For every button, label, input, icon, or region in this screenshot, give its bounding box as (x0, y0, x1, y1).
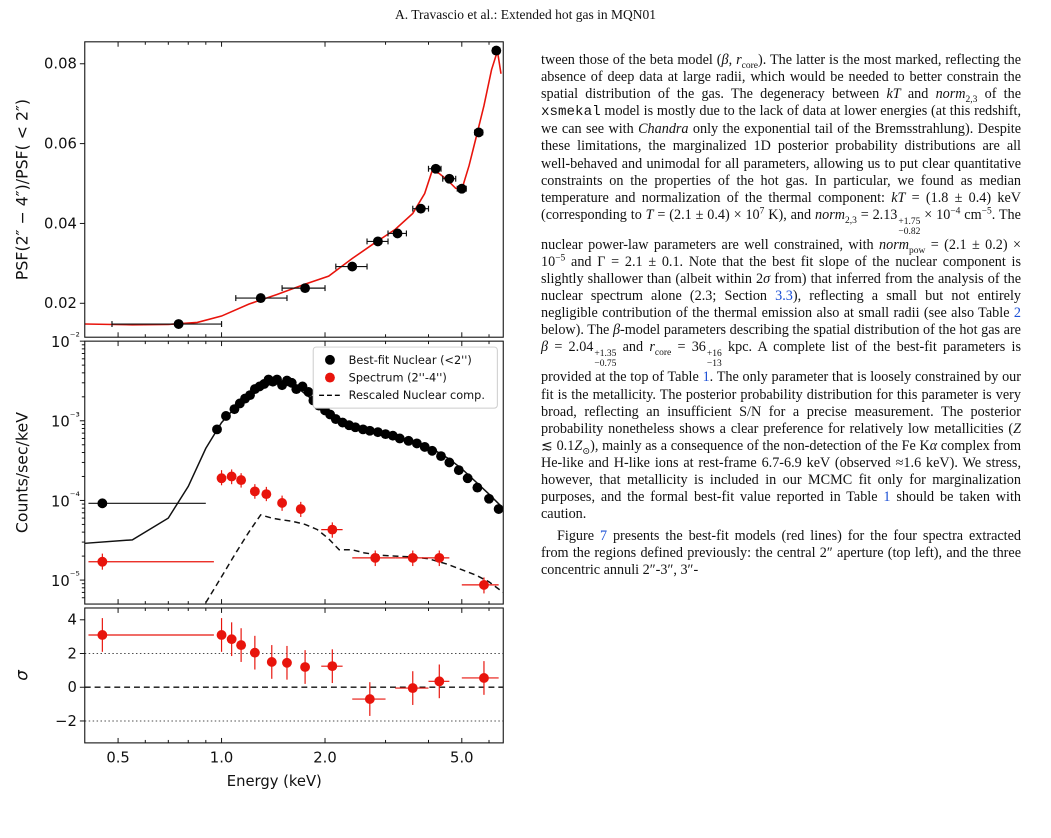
nuclear-data-point (419, 441, 430, 452)
nuclear-data-point (403, 435, 414, 446)
y-tick-label: 0 (68, 679, 77, 696)
y-axis-label-top: PSF(2″ − 4″)/PSF( < 2″) (13, 99, 32, 280)
top-panel-frame (84, 41, 504, 338)
running-header: A. Travascio et al.: Extended hot gas in… (395, 7, 656, 22)
residual-point (216, 630, 227, 640)
nuclear-data-point (493, 504, 504, 514)
spectrum-data-point (407, 552, 418, 563)
y-tick-label: 0.02 (44, 295, 77, 312)
legend-marker (325, 372, 335, 383)
nuclear-data-point (411, 438, 422, 449)
y-tick-label: 0.08 (44, 56, 77, 73)
spectrum-data-point (226, 471, 237, 482)
model-curve-top (84, 50, 502, 326)
nuclear-data-point (453, 465, 464, 476)
y-tick-label: 2 (68, 645, 77, 662)
residual-point (226, 634, 237, 645)
x-tick-label: 1.0 (210, 750, 233, 767)
spectrum-data-point (370, 552, 381, 563)
nuclear-data-point (444, 457, 455, 468)
nuclear-data-point (372, 427, 383, 438)
data-point (491, 45, 502, 56)
residual-point (300, 662, 311, 672)
y-tick-label: 10⁻² (51, 330, 80, 351)
residual-point (266, 657, 277, 667)
y-tick-label: 10⁻⁴ (51, 489, 80, 510)
data-point (300, 283, 311, 294)
y-axis-label-middle: Counts/sec/keV (13, 412, 32, 533)
spectrum-data-point (236, 475, 247, 486)
spectrum-data-point (327, 524, 338, 535)
nuclear-data-point (462, 473, 473, 484)
spectrum-data-point (479, 579, 489, 590)
spectrum-data-point (277, 498, 288, 508)
data-point (173, 319, 184, 329)
legend-marker (325, 354, 335, 365)
section-ref-link[interactable]: 3.3 (775, 288, 793, 305)
nuclear-data-point (221, 411, 231, 421)
y-tick-label: 0.06 (44, 136, 77, 153)
residual-point (364, 694, 375, 704)
spectrum-data-point (97, 556, 108, 567)
x-axis-label: Energy (keV) (227, 773, 322, 790)
y-tick-label: 10⁻³ (51, 410, 80, 431)
body-paragraph: tween those of the beta model (β, rcore)… (541, 52, 1022, 523)
data-point (473, 127, 484, 138)
table-1-ref-link[interactable]: 1 (702, 369, 710, 386)
x-tick-label: 0.5 (106, 750, 129, 767)
bottom-panel-frame (84, 607, 504, 744)
nuclear-data-point (484, 493, 494, 504)
rescaled-nuclear-curve (205, 513, 504, 604)
x-tick-label: 5.0 (450, 750, 473, 767)
nuclear-data-point (350, 422, 361, 433)
nuclear-data-point (436, 451, 446, 462)
y-tick-label: −2 (55, 713, 77, 730)
nuclear-data-point (303, 387, 314, 397)
spectrum-data-point (295, 504, 306, 514)
data-point (392, 228, 403, 239)
figure-7-ref-link[interactable]: 7 (599, 528, 608, 545)
nuclear-data-point (212, 424, 222, 435)
body-paragraph: Figure 7 presents the best-fit models (r… (541, 528, 1021, 579)
spectrum-data-point (216, 473, 227, 484)
table-2-ref-link[interactable]: 2 (1013, 305, 1021, 322)
body-text-column: tween those of the beta model (β, rcore)… (541, 52, 1021, 580)
nuclear-data-point (427, 445, 438, 456)
data-point (444, 173, 455, 184)
data-point (255, 293, 266, 304)
residual-point (97, 630, 108, 640)
residual-point (479, 673, 489, 683)
middle-panel-frame (84, 340, 504, 605)
data-point (415, 203, 426, 214)
legend-label: Rescaled Nuclear comp. (349, 388, 485, 402)
residual-point (236, 640, 247, 651)
residual-point (282, 657, 292, 668)
figure-spectral-fit: 0.02 0.04 0.06 0.08 PSF(2″ − 4″)/PSF( < 2″) 1… (12, 41, 504, 790)
spectrum-data-point (261, 489, 272, 500)
residual-point (327, 661, 338, 672)
legend-label: Best-fit Nuclear (<2'') (349, 353, 472, 367)
legend-box (312, 346, 498, 409)
residual-point (434, 676, 445, 687)
data-point (430, 163, 441, 174)
legend-label: Spectrum (2''-4'') (349, 371, 447, 385)
y-tick-label: 4 (68, 612, 77, 629)
residual-point (407, 683, 418, 694)
x-tick-label: 2.0 (313, 750, 336, 767)
nuclear-data-point (97, 498, 108, 509)
data-point (347, 261, 358, 272)
table-1-ref-link[interactable]: 1 (883, 489, 891, 506)
spectrum-data-point (434, 552, 445, 563)
nuclear-data-point (472, 482, 483, 493)
spectrum-data-point (249, 486, 260, 497)
y-axis-label-bottom: σ (12, 669, 32, 681)
data-point (372, 236, 383, 247)
y-tick-label: 0.04 (44, 215, 77, 232)
y-tick-label: 10⁻⁵ (51, 569, 80, 590)
nuclear-data-point (394, 433, 405, 444)
nuclear-data-point (364, 425, 375, 436)
data-point (456, 183, 467, 194)
residual-point (249, 647, 260, 658)
